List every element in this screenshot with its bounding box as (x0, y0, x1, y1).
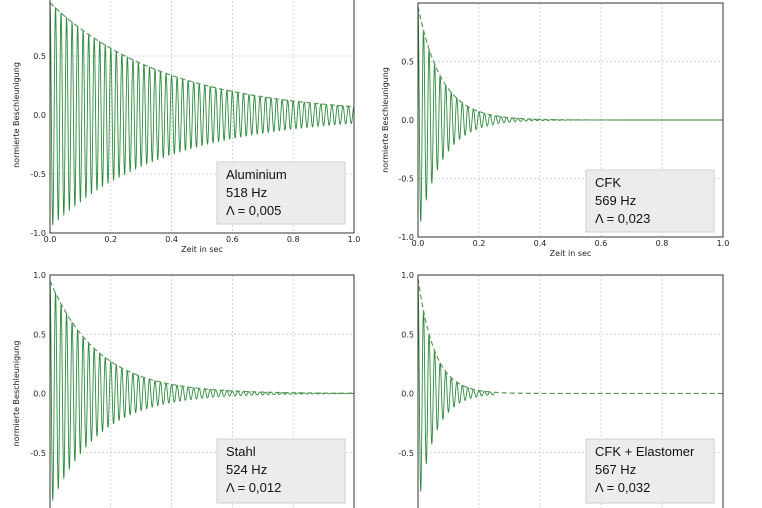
x-tick-label: 0.0 (412, 239, 425, 248)
x-tick-label: 0.8 (656, 239, 669, 248)
x-tick-label: 0.6 (595, 239, 608, 248)
plot-frame (49, 0, 355, 234)
x-axis-label: Zeit in sec (550, 249, 592, 258)
legend-damping: Λ = 0,023 (595, 211, 650, 226)
legend-damping: Λ = 0,012 (226, 480, 281, 495)
y-tick-label: -0.5 (30, 449, 46, 458)
legend-damping: Λ = 0,005 (226, 203, 281, 218)
legend-box: Stahl 524 Hz Λ = 0,012 (216, 438, 346, 504)
y-tick-label: 1.0 (401, 271, 414, 280)
legend-frequency: 518 Hz (226, 185, 267, 200)
y-tick-label: 0.5 (33, 52, 46, 61)
legend-material: Stahl (226, 444, 256, 459)
x-tick-label: 0.4 (165, 235, 178, 244)
y-tick-label: 0.0 (401, 390, 414, 399)
chart-panel-1: -1.0 -0.5 0.0 0.5 0.0 0.2 0.4 0.6 0.8 1.0 Zeit in … (12, 0, 360, 254)
x-tick-label: 0.6 (226, 235, 239, 244)
series-signal (49, 2, 355, 226)
legend-box: CFK + Elastomer 567 Hz Λ = 0,032 (585, 438, 715, 504)
y-tick-label: 0.5 (401, 330, 414, 339)
y-tick-label: 0.0 (33, 111, 46, 120)
legend-material: Aluminium (226, 167, 287, 182)
series-signal (417, 278, 495, 492)
y-tick-label: -1.0 (30, 229, 46, 238)
y-tick-label: 0.0 (33, 390, 46, 399)
legend-material: CFK + Elastomer (595, 444, 695, 459)
y-tick-label: -1.0 (398, 233, 414, 242)
chart-panel-3: -0.5 0.0 0.5 1.0 normierte Beschleunigung Sta… (12, 271, 355, 508)
legend-damping: Λ = 0,032 (595, 480, 650, 495)
series-envelope (417, 6, 723, 121)
y-tick-label: 0.5 (401, 58, 414, 67)
x-tick-label: 0.2 (104, 235, 117, 244)
plot-frame (417, 2, 724, 238)
legend-box: CFK 569 Hz Λ = 0,023 (585, 169, 715, 233)
legend-frequency: 567 Hz (595, 462, 636, 477)
legend-frequency: 569 Hz (595, 193, 636, 208)
y-tick-label: -0.5 (30, 170, 46, 179)
x-tick-label: 1.0 (348, 235, 361, 244)
y-tick-label: 0.0 (401, 116, 414, 125)
series-envelope (49, 2, 355, 108)
x-tick-label: 0.8 (287, 235, 300, 244)
x-tick-label: 1.0 (717, 239, 730, 248)
y-axis-label: normierte Beschleunigung (381, 67, 390, 173)
x-tick-label: 0.0 (44, 235, 57, 244)
y-tick-label: 1.0 (33, 271, 46, 280)
legend-frequency: 524 Hz (226, 462, 267, 477)
y-tick-label: 0.5 (33, 330, 46, 339)
x-tick-label: 0.4 (534, 239, 547, 248)
chart-panel-4: -0.5 0.0 0.5 1.0 CFK + Elastomer 567 Hz Λ = 0,… (398, 271, 724, 508)
plot-frame (417, 274, 724, 508)
legend-box: Aluminium 518 Hz Λ = 0,005 (216, 161, 346, 225)
legend-material: CFK (595, 175, 621, 190)
y-tick-label: -0.5 (398, 175, 414, 184)
x-tick-label: 0.2 (473, 239, 486, 248)
plot-frame (49, 274, 355, 508)
series-envelope (417, 278, 723, 395)
y-tick-label: -0.5 (398, 449, 414, 458)
chart-panel-2: -1.0 -0.5 0.0 0.5 0.0 0.2 0.4 0.6 0.8 1.0 Zeit in … (381, 2, 730, 258)
y-axis-label: normierte Beschleunigung (12, 62, 21, 168)
series-envelope (49, 280, 354, 394)
y-axis-label: normierte Beschleunigung (12, 341, 21, 447)
x-axis-label: Zeit in sec (181, 245, 223, 254)
